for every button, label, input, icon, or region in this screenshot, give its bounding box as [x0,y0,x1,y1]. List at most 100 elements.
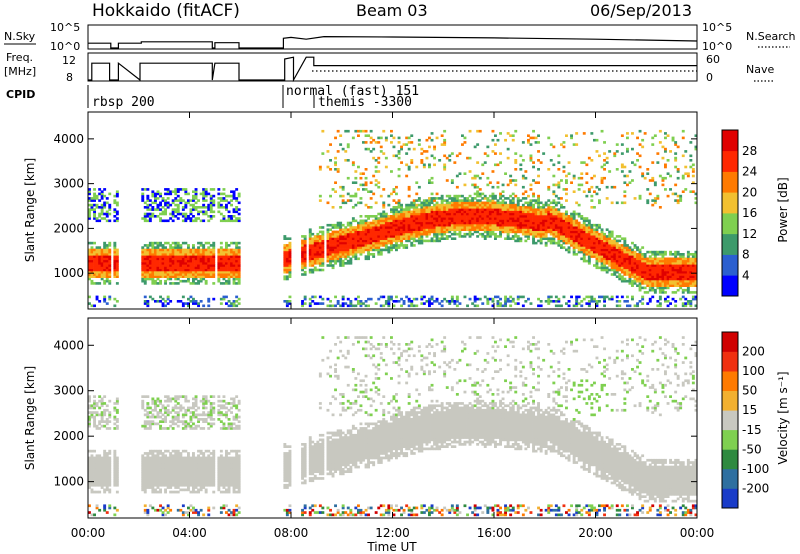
velocity-cell [98,481,102,485]
power-cell [458,172,462,175]
power-cell [461,203,464,207]
power-cell [374,159,378,162]
power-cell [230,199,233,202]
power-cell [344,262,348,265]
power-cell [679,286,683,290]
power-cell [105,266,109,270]
power-cell [181,255,185,258]
power-cell [422,295,426,299]
power-cell [691,273,695,276]
power-cell [219,297,223,301]
power-cell [580,235,584,238]
power-cell [529,221,533,225]
power-cell [671,277,675,281]
power-cell [674,183,678,187]
velocity-cell [98,508,102,512]
power-cell [514,223,518,227]
power-cell [539,235,543,238]
power-cell [450,219,454,223]
power-cell [166,257,170,261]
power-cell [483,201,487,205]
power-cell [666,268,670,272]
power-cell [115,262,119,265]
power-cell [164,264,167,267]
velocity-cell [90,413,94,417]
power-cell [209,262,213,265]
power-cell [181,262,185,265]
power-cell [316,246,320,249]
velocity-cell [93,468,96,471]
power-cell [354,181,358,184]
power-cell [412,230,416,234]
power-cell [283,244,287,247]
power-cell [334,226,337,229]
power-cell [227,277,231,281]
power-cell [331,235,335,238]
power-cell [620,237,624,240]
power-cell [227,215,231,218]
power-cell [166,253,170,256]
power-cell [681,277,685,281]
power-cell [164,266,167,270]
power-cell [197,217,200,220]
power-cell [587,235,591,238]
power-cell [392,190,396,193]
power-cell [435,228,439,231]
power-cell [605,228,609,231]
power-cell [357,221,360,225]
power-cell [537,168,540,171]
power-cell [580,161,584,164]
power-cell [440,201,444,205]
power-cell [387,248,391,252]
power-cell [610,232,614,236]
freq-strip: Freq. [MHz] 12 8 60 0 Nave [4,51,774,84]
power-cell [88,212,91,216]
power-cell [154,300,157,303]
power-cell [425,203,429,207]
power-cell [641,273,645,276]
power-cell [669,264,672,267]
power-cell [410,217,414,220]
power-cell [542,210,546,214]
power-cell [425,206,429,209]
power-cell [684,302,688,305]
power-cell [552,210,556,214]
power-cell [395,232,398,236]
power-cell [496,138,500,142]
power-cell [537,232,540,236]
power-cell [438,197,442,200]
power-cell [529,212,533,216]
power-cell [466,156,469,160]
power-cell [491,208,495,211]
power-cell [529,183,533,187]
power-cell [346,250,350,254]
power-cell [694,192,698,196]
power-cell [390,141,393,144]
power-cell [395,246,398,249]
power-cell [610,257,614,261]
velocity-cell [93,411,96,414]
power-cell [590,246,594,249]
power-cell [600,295,604,299]
power-cell [232,248,236,252]
power-cell [143,268,147,272]
power-cell [496,199,500,202]
power-cell [209,215,213,218]
power-cell [461,217,464,220]
power-cell [176,300,180,303]
power-cell [455,221,459,225]
power-cell [593,230,596,234]
power-cell [148,275,152,278]
power-cell [651,282,655,285]
power-cell [339,259,343,263]
power-cell [334,161,337,164]
power-cell [194,273,198,276]
power-cell [514,183,518,187]
power-cell [445,300,449,303]
power-cell [575,239,579,243]
power-cell [560,230,563,234]
power-cell [227,248,231,252]
power-cell [199,264,203,267]
power-cell [405,244,409,247]
power-cell [390,244,393,247]
